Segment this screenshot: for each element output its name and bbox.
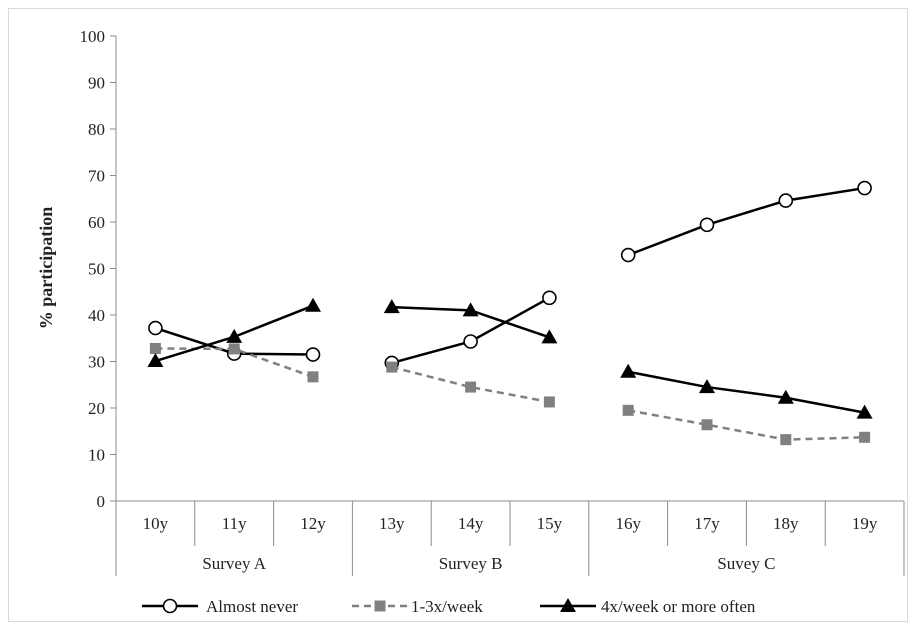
y-tick-label: 30 (88, 353, 105, 372)
legend-label: 1-3x/week (411, 597, 483, 616)
series-line (627, 370, 865, 414)
data-point (228, 343, 240, 355)
data-point (462, 302, 479, 317)
x-group-label: Suvey C (717, 554, 775, 573)
legend: Almost never 1-3x/week 4x/week or more oft… (142, 597, 756, 616)
y-tick-label: 60 (88, 213, 105, 232)
legend-item: Almost never (142, 597, 298, 616)
x-tick-label: 14y (458, 514, 484, 533)
y-tick-label: 90 (88, 74, 105, 93)
axes: 0 10 20 30 40 50 60 70 80 90 100 10y 11y 12y 13y 14y 15y… (80, 27, 905, 576)
x-tick-label: 19y (852, 514, 878, 533)
y-tick-label: 20 (88, 399, 105, 418)
series-line (627, 186, 865, 257)
data-point (857, 180, 872, 196)
legend-item: 1-3x/week (352, 597, 483, 616)
data-point (463, 334, 478, 349)
series-almost-never (148, 180, 872, 371)
data-point (305, 297, 321, 312)
data-point (777, 389, 794, 404)
data-point (465, 381, 477, 393)
x-tick-label: 18y (773, 514, 799, 533)
series-line (627, 409, 865, 441)
legend-marker (374, 600, 386, 612)
y-tick-label: 10 (88, 446, 105, 465)
legend-marker (162, 598, 178, 614)
data-point (701, 419, 713, 431)
data-point (778, 193, 794, 208)
y-tick-label: 0 (97, 492, 106, 511)
x-tick-label: 16y (615, 514, 641, 533)
x-tick-label: 15y (537, 514, 563, 533)
legend-label: 4x/week or more often (601, 597, 756, 616)
x-tick-label: 11y (222, 514, 247, 533)
series-line (391, 365, 550, 404)
x-tick-label: 13y (379, 514, 405, 533)
x-group-label: Survey B (439, 554, 503, 573)
data-point (859, 431, 871, 443)
data-point (386, 361, 398, 373)
data-point (226, 328, 243, 343)
data-point (699, 217, 715, 233)
x-group-label: Survey A (202, 554, 266, 573)
x-tick-label: 17y (694, 514, 720, 533)
y-tick-label: 100 (80, 27, 106, 46)
y-tick-label: 70 (88, 167, 105, 186)
data-point (620, 363, 637, 378)
data-point (305, 347, 321, 362)
y-tick-label: 80 (88, 120, 105, 139)
data-point (149, 342, 161, 354)
data-point (699, 379, 715, 394)
data-point (780, 434, 792, 446)
legend-label: Almost never (206, 597, 298, 616)
x-tick-label: 12y (300, 514, 326, 533)
data-point (622, 404, 634, 416)
legend-item: 4x/week or more often (540, 597, 756, 616)
legend-marker (560, 598, 576, 612)
data-point (856, 404, 873, 419)
data-point (542, 290, 557, 306)
data-point (620, 247, 636, 263)
data-point (383, 299, 400, 314)
series-4x-week-or-more-often (147, 297, 873, 419)
y-tick-label: 40 (88, 306, 105, 325)
series-1-3x-week (149, 342, 871, 446)
chart-frame (8, 8, 908, 622)
data-point (148, 320, 163, 336)
data-point (543, 396, 555, 408)
data-point (541, 329, 558, 344)
data-point (307, 371, 319, 383)
y-tick-label: 50 (88, 260, 105, 279)
y-axis-title: % participation (36, 207, 56, 330)
x-tick-label: 10y (143, 514, 169, 533)
data-point (147, 353, 164, 368)
